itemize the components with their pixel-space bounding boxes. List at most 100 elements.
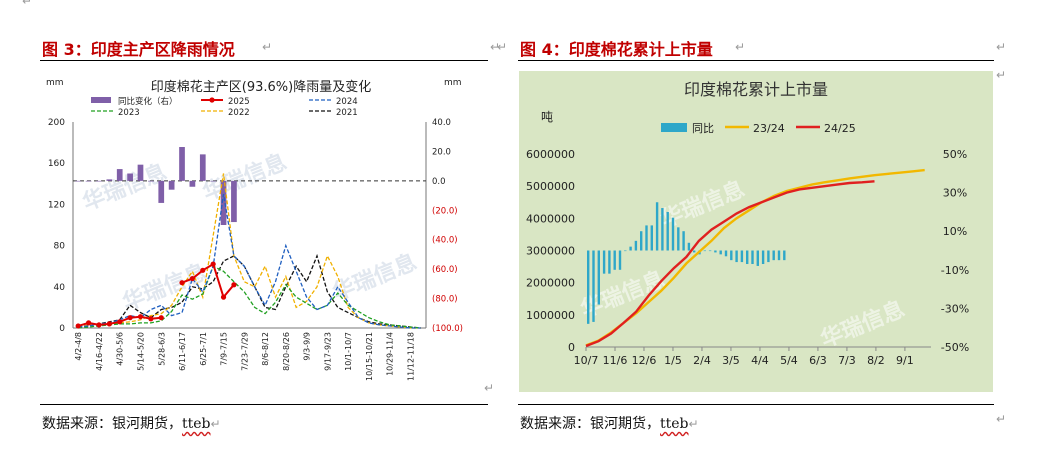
yoy-bar (85, 180, 92, 182)
x-tick-label: 3/5 (722, 354, 740, 367)
yoy-bar (708, 250, 712, 252)
yoy-bar (158, 180, 165, 203)
series-line-2022 (78, 173, 421, 329)
yoy-bar (179, 147, 185, 181)
y-tick-label: 5000000 (526, 180, 575, 193)
x-tick-label: 7/9-7/15 (220, 332, 229, 366)
return-mark: ↵ (490, 40, 501, 54)
x-tick-label: 6/25-7/1 (199, 332, 208, 366)
yoy-bar (740, 250, 744, 263)
return-mark: ↵ (22, 0, 33, 8)
yoy-bar (751, 250, 754, 265)
x-tick-label: 11/12-11/18 (406, 332, 415, 381)
return-mark: ↵ (262, 40, 273, 54)
x-tick-label: 5/28-6/3 (157, 332, 166, 366)
series-point-2025 (127, 315, 133, 321)
series-point-2025 (210, 261, 216, 267)
yoy-bar (767, 250, 770, 263)
y2-tick-label: 30% (943, 187, 967, 200)
series-line-2024 (78, 193, 421, 329)
yoy-bar (231, 180, 237, 223)
y2-axis-unit: mm (444, 78, 462, 88)
yoy-bar (210, 180, 217, 182)
chart-title: 印度棉花累计上市量 (684, 80, 828, 99)
x-tick-label: 6/3 (809, 354, 827, 367)
yoy-bar (724, 250, 728, 257)
y-tick-label: 0 (568, 341, 575, 354)
x-tick-label: 1/5 (664, 354, 682, 367)
legend: 同比变化（右） 2025 2024 2023 2022 2021 (91, 96, 358, 118)
y2-tick-label: 20.0 (432, 147, 451, 157)
yoy-bar (597, 250, 600, 305)
legend-label: 23/24 (753, 122, 785, 135)
y-tick-label: 2000000 (526, 277, 575, 290)
series-point-2025 (75, 323, 81, 329)
legend-marker (209, 97, 215, 103)
title-rule (40, 60, 488, 61)
x-tick-label: 4/2-4/8 (74, 332, 83, 361)
series-point-2025 (148, 316, 154, 322)
return-mark: ↵ (484, 381, 495, 395)
line-series (585, 168, 925, 348)
series-point-2025 (179, 280, 185, 286)
legend-label: 同比 (692, 122, 714, 135)
y-tick-label: 3000000 (526, 245, 575, 258)
yoy-bar (189, 180, 196, 187)
y-tick-label: 6000000 (526, 148, 575, 161)
yoy-bar (199, 154, 206, 181)
yoy-bar (148, 180, 154, 182)
series-point-2025 (231, 282, 237, 288)
yoy-bar (714, 250, 717, 253)
bar-series (587, 202, 786, 324)
yoy-bar (730, 250, 733, 261)
yoy-bar (618, 250, 622, 270)
return-mark: ↵ (996, 68, 1007, 82)
series-point-2025 (96, 322, 102, 328)
y2-tick-label: (100.0) (432, 324, 463, 334)
yoy-bar (677, 227, 680, 251)
yoy-bar (735, 250, 738, 263)
y-tick-label: 80 (54, 242, 66, 252)
yoy-bar (592, 250, 595, 322)
series-point-2025 (158, 315, 164, 321)
yoy-bar (693, 250, 696, 253)
return-mark: ↵ (996, 40, 1007, 54)
yoy-bar (634, 240, 638, 251)
legend-label: 2022 (228, 108, 250, 118)
legend-swatch (91, 97, 111, 103)
yoy-bar (608, 250, 611, 274)
y-tick-label: 0 (59, 324, 65, 334)
series-point-2025 (220, 294, 227, 300)
x-tick-label: 8/20-8/26 (282, 332, 291, 371)
x-tick-label: 6/11-6/17 (178, 332, 187, 371)
y2-tick-label: -50% (941, 341, 969, 354)
x-tick-label: 7/3 (838, 354, 856, 367)
x-tick-label: 10/15-10/21 (365, 332, 374, 381)
x-tick-label: 7/23-7/29 (240, 332, 249, 371)
figure-4-title: 图 4：印度棉花累计上市量 (520, 40, 713, 59)
axes: 0 1000000 2000000 3000000 4000000 5000000 6000… (526, 148, 969, 367)
yoy-bar (127, 173, 133, 181)
yoy-bar (602, 250, 606, 274)
yoy-bar (106, 179, 113, 181)
legend-swatch (661, 123, 687, 132)
x-tick-label: 9/1 (896, 354, 914, 367)
yoy-bar (75, 180, 82, 182)
yoy-bar (645, 225, 648, 251)
x-tick-label: 9/17-9/23 (323, 332, 332, 371)
yoy-bar (137, 164, 144, 181)
series-line-24/25 (585, 180, 875, 348)
axes: 0 40 80 120 160 200 (100.0) (80.0) (60.0) (40.0) (… (48, 118, 463, 381)
y2-tick-label: (20.0) (432, 206, 458, 216)
x-tick-label: 2/4 (693, 354, 711, 367)
series-point-2025 (106, 321, 112, 327)
watermark: 华瑞信息 (79, 159, 170, 216)
x-tick-label: 10/1-10/7 (344, 332, 353, 371)
yoy-bar (613, 250, 616, 270)
yoy-bar (587, 250, 590, 324)
x-tick-label: 10/29-11/4 (386, 332, 395, 376)
y2-tick-label: (80.0) (432, 295, 458, 305)
y2-tick-label: 10% (943, 225, 967, 238)
y2-tick-label: (40.0) (432, 236, 458, 246)
yoy-bar (761, 250, 765, 265)
